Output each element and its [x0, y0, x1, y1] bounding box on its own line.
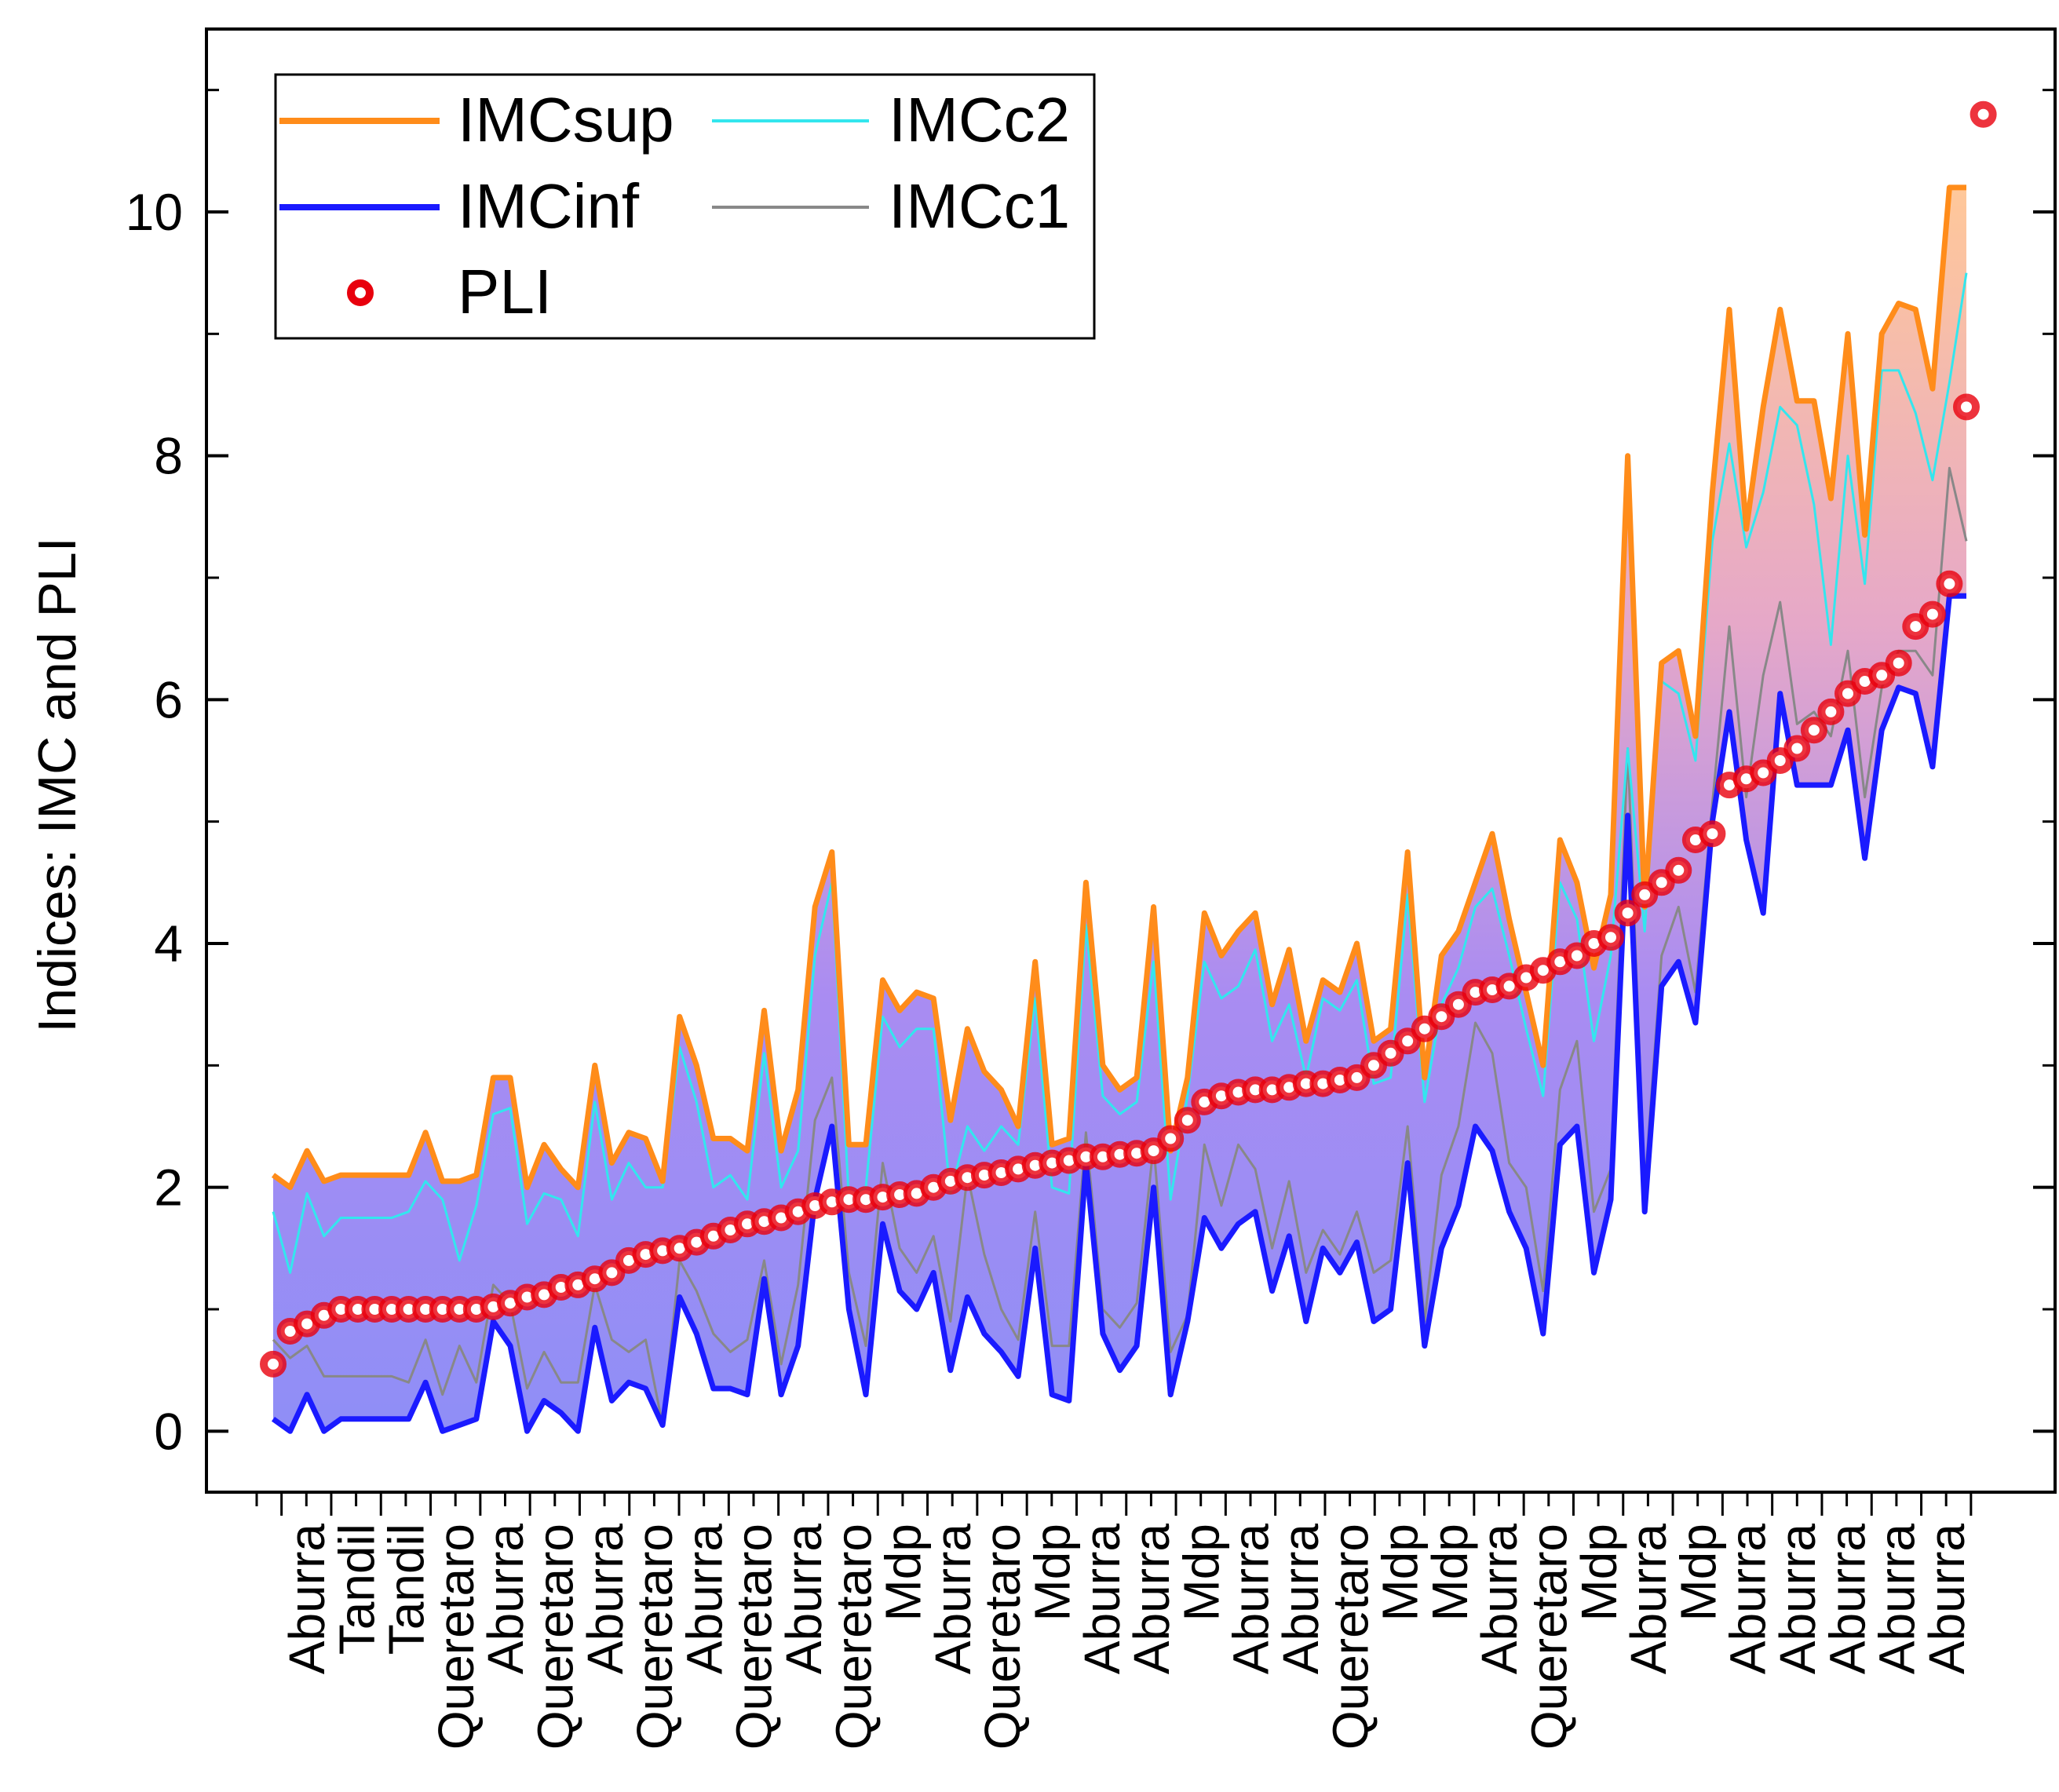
legend-marker-pli: [347, 279, 374, 306]
pli-marker: [1140, 1137, 1167, 1165]
x-tick-label: Tandil: [378, 1524, 435, 1655]
pli-marker: [1343, 1064, 1371, 1091]
legend-label-imcc1: IMCc1: [889, 171, 1070, 241]
pli-marker: [1766, 747, 1794, 774]
pli-marker: [1868, 662, 1896, 689]
pli-marker: [1750, 759, 1777, 787]
plot-frame: [205, 27, 2057, 1494]
x-tick-label: Queretaro: [1322, 1524, 1378, 1750]
x-tick-label: Queretaro: [1521, 1524, 1578, 1750]
pli-marker: [1360, 1052, 1387, 1079]
x-tick-label: Aburra: [279, 1524, 335, 1675]
x-tick-label: Mdp: [1571, 1524, 1627, 1622]
x-tick-label: Mdp: [1024, 1524, 1081, 1622]
x-tick-label: Aburra: [577, 1524, 633, 1675]
x-tick-label: Queretaro: [626, 1524, 683, 1750]
pli-marker: [1817, 698, 1845, 725]
pli-marker: [1428, 1003, 1455, 1031]
x-tick-label: Mdp: [1422, 1524, 1478, 1622]
pli-marker: [1614, 900, 1641, 927]
legend: IMCsup IMCc2 IMCinf IMCc1 PLI: [274, 73, 1096, 340]
series-line-imcsup: [271, 184, 1966, 1191]
pli-marker: [1970, 100, 1997, 128]
x-tick-label: Mdp: [1670, 1524, 1726, 1622]
pli-marker: [1885, 649, 1912, 677]
legend-label-imcsup: IMCsup: [458, 85, 674, 155]
x-tick-label: Queretaro: [825, 1524, 882, 1750]
x-tick-label: Queretaro: [428, 1524, 484, 1750]
pli-marker: [1834, 680, 1861, 707]
series-line-imcc2: [272, 272, 1968, 1274]
x-tick-label: Queretaro: [726, 1524, 783, 1750]
pli-marker: [1936, 570, 1963, 597]
pli-marker: [260, 1350, 287, 1378]
series-line-imcc1: [272, 466, 1968, 1427]
imc-envelope-band: [273, 187, 1966, 1432]
pli-marker: [1665, 856, 1692, 884]
y-tick-label: 10: [126, 183, 183, 241]
x-tick-label: Aburra: [1819, 1524, 1875, 1675]
legend-label-imcc2: IMCc2: [889, 85, 1070, 155]
x-tick-label: Aburra: [1720, 1524, 1776, 1675]
y-axis: 0 2 4 6 8 10: [126, 89, 2055, 1460]
pli-marker: [1174, 1107, 1201, 1134]
x-tick-label: Aburra: [1223, 1524, 1280, 1675]
x-tick-label: Tandil: [328, 1524, 385, 1655]
envelope-band-area: [273, 187, 1966, 1432]
y-tick-label: 8: [154, 427, 183, 485]
pli-markers: [260, 100, 1997, 1378]
x-tick-label: Aburra: [1620, 1524, 1677, 1675]
x-tick-label: Aburra: [776, 1524, 832, 1675]
y-axis-title: Indices: IMC and PLI: [27, 537, 87, 1032]
x-tick-label: Queretaro: [528, 1524, 584, 1750]
legend-label-imcinf: IMCinf: [458, 171, 640, 241]
pli-marker: [1902, 613, 1929, 641]
y-tick-label: 6: [154, 670, 183, 728]
pli-marker: [1918, 600, 1946, 628]
pli-marker: [1411, 1015, 1438, 1042]
y-tick-label: 2: [154, 1159, 183, 1217]
x-tick-label: Mdp: [1173, 1524, 1229, 1622]
pli-marker: [1597, 924, 1624, 951]
x-tick-label: Aburra: [676, 1524, 732, 1675]
pli-marker: [1953, 393, 1980, 421]
pli-marker: [598, 1259, 626, 1287]
legend-label-pli: PLI: [458, 257, 552, 327]
x-tick-label: Mdp: [875, 1524, 932, 1622]
x-tick-label: Aburra: [1869, 1524, 1926, 1675]
pli-marker: [1631, 881, 1659, 908]
pli-marker: [1648, 869, 1675, 896]
x-tick-label: Aburra: [1074, 1524, 1130, 1675]
pli-marker: [1377, 1039, 1404, 1067]
y-tick-label: 4: [154, 914, 183, 973]
x-tick-label: Queretaro: [974, 1524, 1031, 1750]
pli-marker: [1394, 1027, 1422, 1055]
pli-marker: [1563, 942, 1590, 969]
x-tick-label: Aburra: [1471, 1524, 1528, 1675]
x-tick-label: Aburra: [1918, 1524, 1975, 1675]
x-tick-label: Aburra: [925, 1524, 981, 1675]
pli-marker: [1444, 991, 1472, 1018]
y-tick-label: 0: [154, 1402, 183, 1460]
series-lines: [271, 184, 1968, 1434]
x-tick-label: Mdp: [1372, 1524, 1429, 1622]
x-tick-label: Aburra: [1769, 1524, 1826, 1675]
x-tick-label: Aburra: [477, 1524, 534, 1675]
pli-marker: [1157, 1125, 1185, 1152]
x-axis: AburraTandilTandilQueretaroAburraQuereta…: [255, 1492, 1975, 1750]
pli-marker: [1699, 820, 1726, 848]
pli-marker: [1783, 735, 1811, 762]
x-tick-label: Aburra: [1123, 1524, 1180, 1675]
series-line-imcinf: [271, 593, 1966, 1434]
x-tick-label: Aburra: [1272, 1524, 1329, 1675]
pli-marker: [1800, 717, 1827, 744]
